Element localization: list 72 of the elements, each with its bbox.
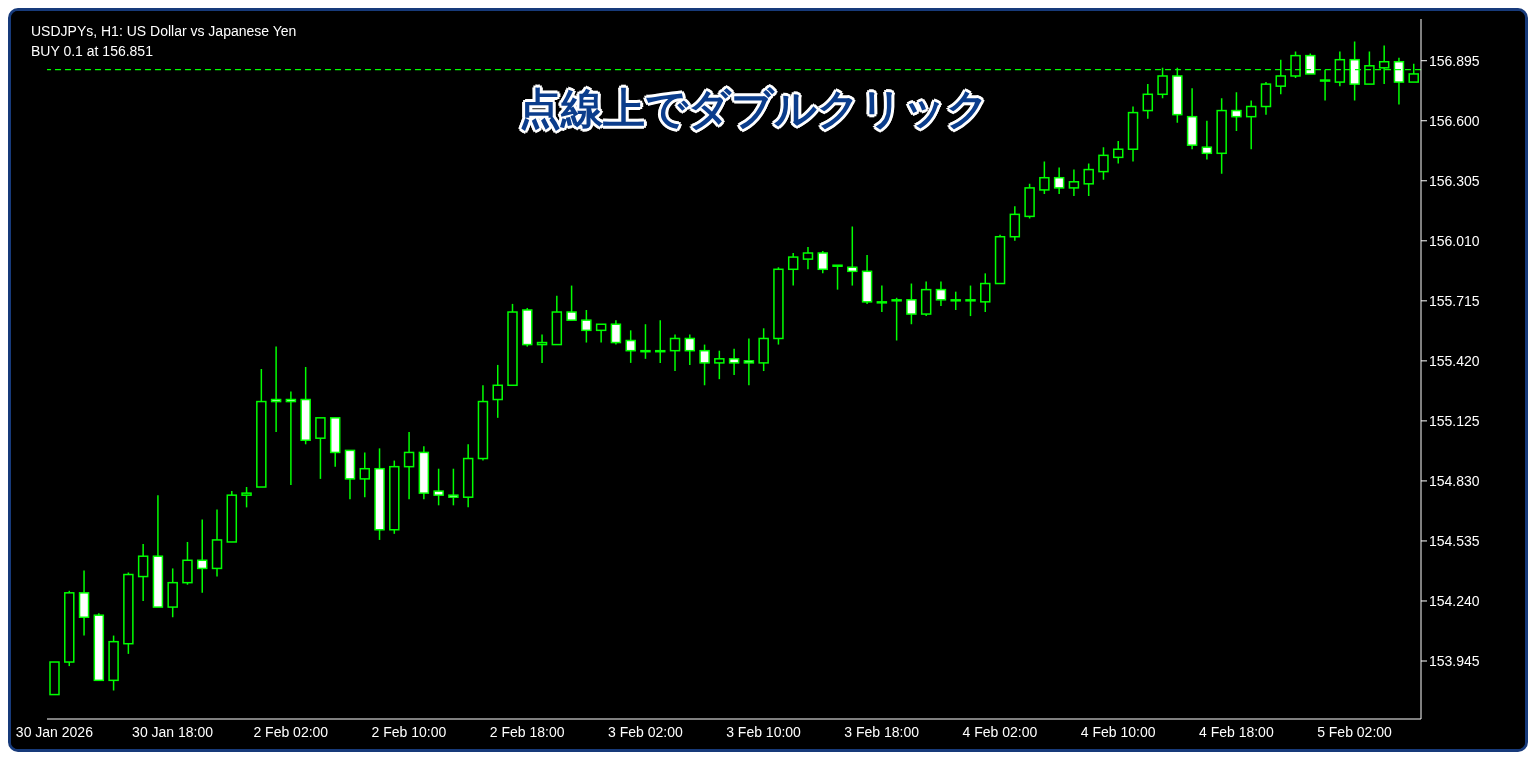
x-tick-label: 4 Feb 10:00 <box>1080 723 1156 740</box>
candlestick <box>625 329 636 364</box>
candlestick <box>566 284 577 321</box>
y-tick-label: 155.715 <box>1429 292 1480 309</box>
x-tick-label: 3 Feb 02:00 <box>607 723 683 740</box>
x-tick-label: 2 Feb 18:00 <box>489 723 565 740</box>
candlestick <box>433 467 444 507</box>
candlestick <box>610 319 622 346</box>
candlestick <box>241 486 252 509</box>
candlestick <box>1098 146 1109 181</box>
candlestick <box>1009 205 1021 242</box>
x-tick-label: 5 Feb 02:00 <box>1317 723 1393 740</box>
candlestick <box>1245 99 1257 150</box>
chart-title: USDJPYs, H1: US Dollar vs Japanese Yen <box>31 22 297 41</box>
candlestick <box>787 252 799 287</box>
candlestick <box>1068 168 1080 197</box>
candlestick <box>182 541 193 586</box>
x-tick-label: 30 Jan 2026 <box>15 723 94 740</box>
x-tick-label: 3 Feb 18:00 <box>844 723 920 740</box>
candlestick <box>403 431 415 500</box>
candlestick <box>1083 162 1094 197</box>
candlestick <box>817 250 829 275</box>
candlestick <box>1039 160 1050 195</box>
candlestick <box>950 290 961 311</box>
y-tick-label: 153.945 <box>1429 652 1480 669</box>
candlestick <box>581 309 592 344</box>
annotation: 点線上でダブルクリック <box>519 83 989 135</box>
y-tick-label: 155.125 <box>1429 412 1480 429</box>
y-tick-label: 155.420 <box>1429 352 1480 369</box>
y-tick-label: 154.830 <box>1429 472 1480 489</box>
x-tick-label: 4 Feb 02:00 <box>962 723 1038 740</box>
candlestick <box>714 349 725 380</box>
x-tick-label: 30 Jan 18:00 <box>132 723 214 740</box>
candlestick <box>315 417 326 480</box>
candlestick <box>980 272 991 313</box>
candlestick <box>640 323 651 360</box>
x-tick-label: 3 Feb 10:00 <box>726 723 802 740</box>
candlestick <box>1260 81 1272 116</box>
y-tick-label: 156.010 <box>1429 232 1480 249</box>
y-tick-label: 156.305 <box>1429 172 1480 189</box>
candlestick <box>137 543 149 602</box>
candlestick <box>906 282 917 325</box>
x-tick-label: 4 Feb 18:00 <box>1198 723 1274 740</box>
y-tick-label: 154.240 <box>1429 592 1480 609</box>
x-tick-label: 2 Feb 10:00 <box>371 723 447 740</box>
candlestick <box>196 518 208 594</box>
y-tick-label: 156.600 <box>1429 112 1480 129</box>
candlestick <box>669 333 681 372</box>
candlestick <box>876 284 888 313</box>
candlestick <box>1231 91 1242 132</box>
candlestick <box>891 297 902 342</box>
candlestick <box>1053 166 1065 195</box>
candlestick <box>595 323 607 344</box>
x-tick-label: 2 Feb 02:00 <box>253 723 329 740</box>
candlestick <box>847 225 858 287</box>
candlestick <box>802 246 814 271</box>
candlestick <box>492 364 503 419</box>
candlestick <box>935 280 947 307</box>
y-tick-label: 154.535 <box>1429 532 1480 549</box>
candlestick <box>965 284 976 317</box>
candlestick <box>1201 119 1213 161</box>
candlestick <box>728 347 740 376</box>
candlestick <box>743 337 755 387</box>
candlestick <box>1142 83 1154 120</box>
candlestick <box>699 343 710 387</box>
candlestick <box>832 264 843 291</box>
y-tick-label: 156.895 <box>1429 52 1480 69</box>
ref-line-label: BUY 0.1 at 156.851 <box>31 42 154 61</box>
candlestick <box>1112 140 1124 165</box>
candlestick <box>448 467 459 507</box>
candlestick <box>359 451 371 498</box>
candlestick <box>684 333 696 366</box>
